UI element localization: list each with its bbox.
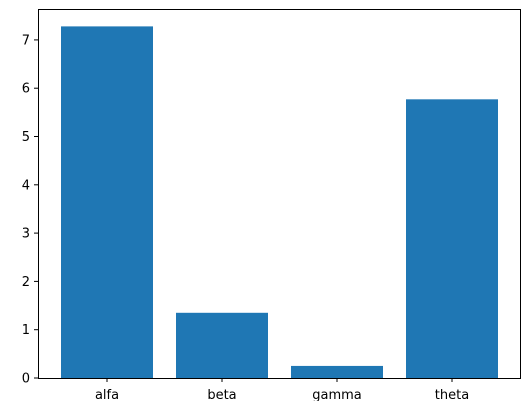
x-tick-label-theta: theta bbox=[435, 388, 469, 401]
y-tick-label-5: 5 bbox=[22, 130, 30, 145]
bar-theta bbox=[406, 99, 498, 379]
y-axis: 0 1 2 3 4 5 6 7 bbox=[22, 33, 38, 387]
y-tick-label-4: 4 bbox=[22, 178, 30, 193]
y-tick-label-0: 0 bbox=[22, 372, 30, 387]
bar-beta bbox=[176, 312, 268, 378]
y-tick-label-7: 7 bbox=[22, 33, 30, 48]
bars-group bbox=[61, 26, 498, 379]
x-tick-label-gamma: gamma bbox=[312, 388, 362, 401]
y-tick-label-3: 3 bbox=[22, 227, 30, 242]
y-tick-label-1: 1 bbox=[22, 323, 30, 338]
bar-alfa bbox=[61, 26, 153, 379]
plot-frame bbox=[38, 9, 521, 379]
y-tick-label-2: 2 bbox=[22, 275, 30, 290]
x-tick-label-beta: beta bbox=[207, 388, 236, 401]
y-tick-label-6: 6 bbox=[22, 82, 30, 97]
x-axis: alfa beta gamma theta bbox=[95, 378, 469, 401]
x-tick-label-alfa: alfa bbox=[95, 388, 119, 401]
bar-gamma bbox=[291, 365, 383, 378]
